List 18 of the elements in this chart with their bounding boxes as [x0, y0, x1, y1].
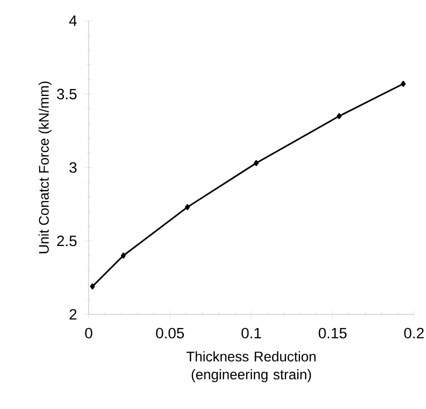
y-tick-label: 4 — [69, 16, 77, 26]
x-tick-label: 0 — [85, 328, 92, 338]
point — [254, 160, 259, 166]
y-tick-label: 3 — [69, 162, 77, 173]
x-tick-label: 0.15 — [318, 328, 347, 338]
x-tick-label: 0.05 — [156, 328, 184, 338]
point — [90, 283, 95, 290]
point — [184, 204, 190, 210]
x-tick-label: 0.2 — [404, 328, 424, 338]
x-tick-label: 0.1 — [242, 328, 262, 338]
x-axis-title: Thickness Reduction (engineering strain) — [186, 351, 316, 382]
y-tick-label: 3.5 — [56, 88, 77, 100]
y-tick-label: 2 — [70, 309, 76, 320]
point — [400, 80, 406, 87]
y-axis-title: Unit Conatct Force (kN/mm) — [38, 82, 52, 254]
point — [120, 252, 126, 259]
y-tick-label: 2.5 — [57, 236, 77, 246]
point — [336, 113, 342, 120]
